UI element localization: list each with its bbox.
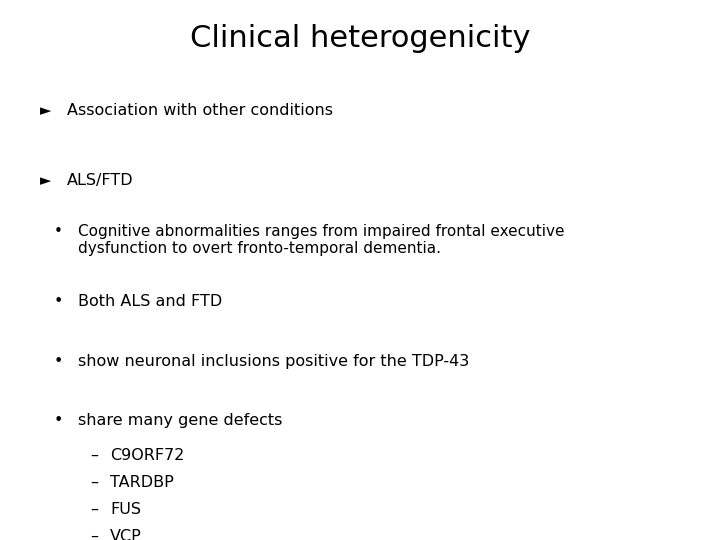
Text: –: – [90,529,98,540]
Text: Cognitive abnormalities ranges from impaired frontal executive
dysfunction to ov: Cognitive abnormalities ranges from impa… [78,224,564,256]
Text: •: • [54,413,63,428]
Text: –: – [90,475,98,490]
Text: FUS: FUS [110,502,141,517]
Text: •: • [54,294,63,309]
Text: –: – [90,448,98,463]
Text: ►: ► [40,103,51,118]
Text: share many gene defects: share many gene defects [78,413,282,428]
Text: –: – [90,502,98,517]
Text: show neuronal inclusions positive for the TDP-43: show neuronal inclusions positive for th… [78,354,469,369]
Text: Association with other conditions: Association with other conditions [67,103,333,118]
Text: ►: ► [40,173,51,188]
Text: TARDBP: TARDBP [110,475,174,490]
Text: ALS/FTD: ALS/FTD [67,173,134,188]
Text: •: • [54,224,63,239]
Text: C9ORF72: C9ORF72 [110,448,184,463]
Text: Clinical heterogenicity: Clinical heterogenicity [190,24,530,53]
Text: •: • [54,354,63,369]
Text: VCP: VCP [110,529,142,540]
Text: Both ALS and FTD: Both ALS and FTD [78,294,222,309]
